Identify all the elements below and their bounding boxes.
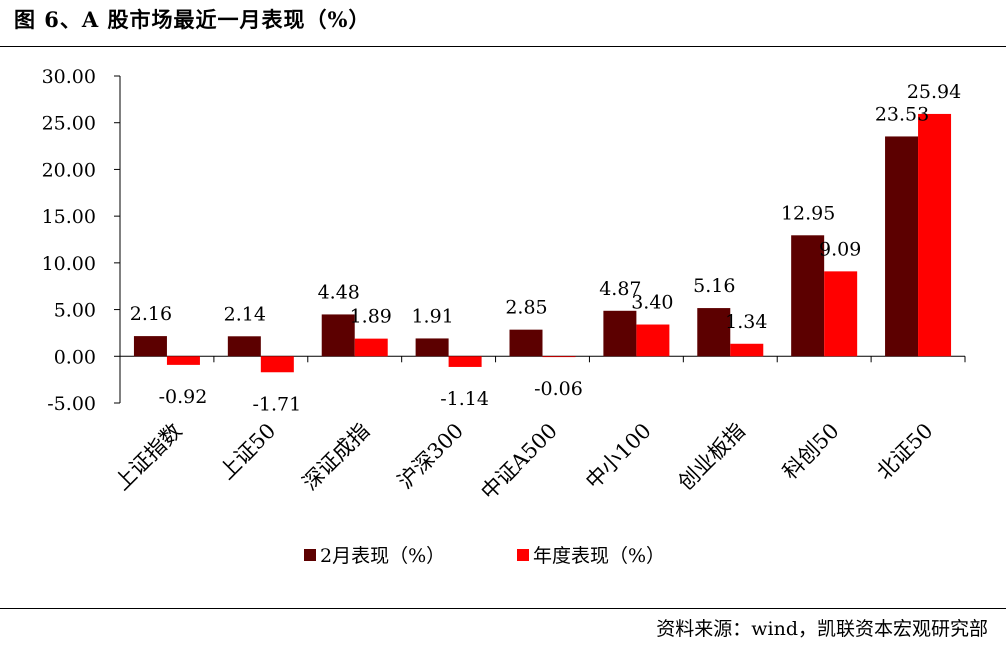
bar — [791, 235, 825, 357]
top-divider — [0, 46, 1006, 47]
data-label: -1.71 — [252, 393, 301, 415]
y-tick-label: 10.00 — [42, 253, 96, 275]
legend-label: 2月表现（%） — [320, 545, 445, 567]
data-label: -1.14 — [440, 388, 489, 410]
y-tick-label: -5.00 — [47, 393, 96, 415]
data-label: 4.87 — [599, 278, 641, 300]
category-label: 中证A500 — [476, 419, 562, 505]
y-tick-label: 15.00 — [42, 206, 96, 228]
category-labels: 上证指数 上证50 深证成指 沪深300 中证A500 中小100 创业板指 科创50 北证50 — [110, 419, 937, 505]
category-label: 沪深300 — [393, 419, 468, 494]
bar — [697, 308, 731, 357]
y-tick-label: 5.00 — [54, 300, 96, 322]
data-label: -0.92 — [159, 386, 208, 408]
legend-label: 年度表现（%） — [533, 545, 665, 567]
y-tick-label: 25.00 — [42, 113, 96, 135]
data-label: 1.91 — [411, 305, 453, 327]
bar — [918, 113, 952, 357]
data-label: 2.14 — [224, 303, 266, 325]
category-label: 上证指数 — [110, 419, 186, 495]
source-note: 资料来源：wind，凯联资本宏观研究部 — [656, 618, 988, 640]
bar — [354, 338, 388, 357]
data-label: 9.09 — [819, 238, 861, 260]
bar — [603, 310, 637, 357]
legend: 2月表现（%） 年度表现（%） — [304, 545, 665, 567]
data-label: 1.89 — [350, 306, 392, 328]
bar — [227, 336, 261, 357]
legend-swatch — [304, 549, 316, 561]
bar — [509, 329, 543, 357]
data-label: 23.53 — [875, 103, 929, 125]
category-label: 创业板指 — [673, 419, 749, 495]
data-label: 12.95 — [781, 202, 835, 224]
bars — [133, 113, 952, 373]
data-label: 5.16 — [693, 275, 735, 297]
y-tick-label: 30.00 — [42, 66, 96, 88]
category-label: 北证50 — [872, 419, 938, 485]
legend-swatch — [517, 549, 529, 561]
bar — [415, 338, 449, 357]
bar — [730, 343, 764, 357]
bar-chart: -5.00 0.00 5.00 10.00 15.00 20.00 25.00 30.00 2… — [42, 66, 966, 567]
bar — [260, 356, 294, 373]
category-label: 上证50 — [215, 419, 281, 485]
bar — [885, 136, 919, 357]
bar — [542, 356, 576, 358]
category-label: 深证成指 — [298, 419, 374, 495]
y-tick-label: 20.00 — [42, 159, 96, 181]
bottom-divider — [0, 608, 1006, 609]
data-label: 4.48 — [318, 281, 360, 303]
bar — [166, 356, 200, 365]
bar — [636, 324, 670, 357]
category-label: 科创50 — [778, 419, 844, 485]
category-label: 中小100 — [581, 419, 656, 494]
bar — [824, 271, 858, 357]
y-axis: -5.00 0.00 5.00 10.00 15.00 20.00 25.00 30.00 — [42, 66, 121, 415]
y-tick-label: 0.00 — [54, 346, 96, 368]
data-label: 3.40 — [631, 292, 673, 314]
data-label: -0.06 — [534, 378, 583, 400]
bar — [448, 356, 482, 367]
data-label: 25.94 — [907, 81, 961, 103]
data-label: 1.34 — [725, 311, 767, 333]
bar — [321, 314, 355, 357]
bar — [133, 336, 167, 357]
value-labels: 2.16 2.14 4.48 1.91 2.85 4.87 5.16 12.95 23.53 -0… — [130, 81, 961, 415]
data-label: 2.16 — [130, 303, 172, 325]
data-label: 2.85 — [505, 297, 547, 319]
chart-title: 图 6、A 股市场最近一月表现（%） — [14, 7, 371, 32]
x-axis — [119, 355, 966, 363]
